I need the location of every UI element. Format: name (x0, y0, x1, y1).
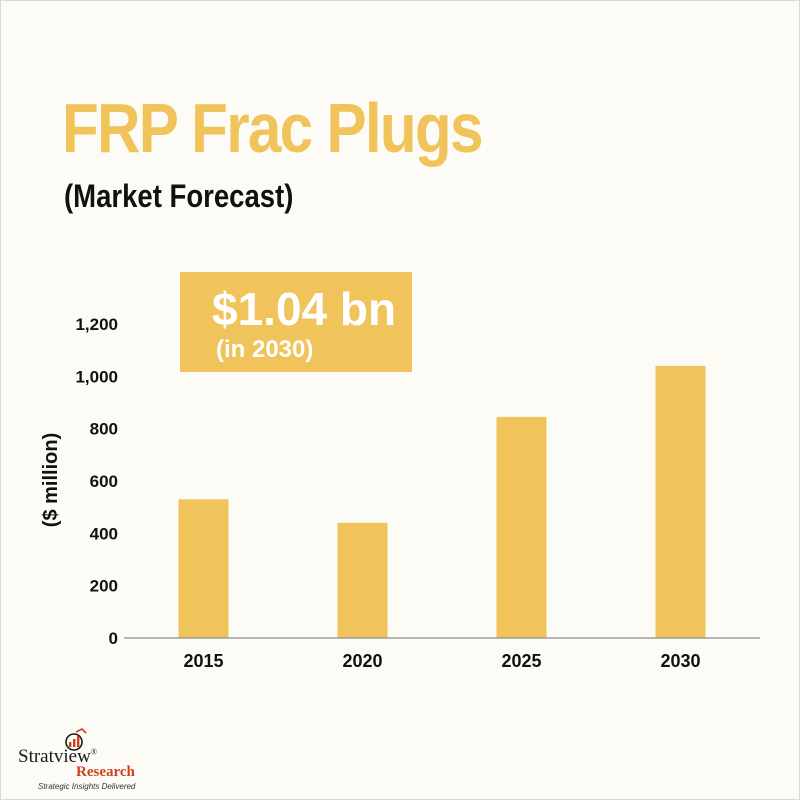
logo-research: Research (76, 764, 135, 780)
x-tick-label: 2015 (183, 651, 223, 671)
y-axis-label: ($ million) (40, 433, 62, 527)
registered-mark: ® (90, 747, 97, 757)
stratview-logo: Stratview® Research Strategic Insights D… (14, 728, 154, 791)
y-tick-label: 200 (90, 577, 118, 596)
y-tick-label: 800 (90, 420, 118, 439)
value-callout: $1.04 bn (in 2030) (180, 272, 412, 372)
y-axis-ticks: 0 200 400 600 800 1,000 1,200 (75, 315, 118, 648)
bars (178, 365, 706, 638)
y-tick-label: 1,000 (75, 367, 118, 386)
x-tick-label: 2020 (342, 651, 382, 671)
logo-name: Stratview® (18, 746, 97, 767)
bar-2030 (655, 365, 706, 638)
logo-emblem-icon (65, 728, 87, 751)
chart-title: FRP Frac Plugs (62, 89, 483, 167)
y-tick-label: 1,200 (75, 315, 118, 334)
callout-note: (in 2030) (216, 336, 314, 363)
x-axis-labels: 2015 2020 2025 2030 (183, 651, 700, 671)
y-tick-label: 600 (90, 472, 118, 491)
chart-subtitle: (Market Forecast) (64, 178, 294, 214)
bar-2015 (178, 499, 229, 638)
callout-value: $1.04 bn (212, 283, 397, 335)
y-tick-label: 0 (109, 629, 118, 648)
logo-tagline: Strategic Insights Delivered (38, 782, 136, 791)
bar-2025 (496, 416, 547, 638)
x-tick-label: 2030 (660, 651, 700, 671)
y-tick-label: 400 (90, 524, 118, 543)
x-tick-label: 2025 (501, 651, 541, 671)
bar-2020 (337, 522, 388, 638)
